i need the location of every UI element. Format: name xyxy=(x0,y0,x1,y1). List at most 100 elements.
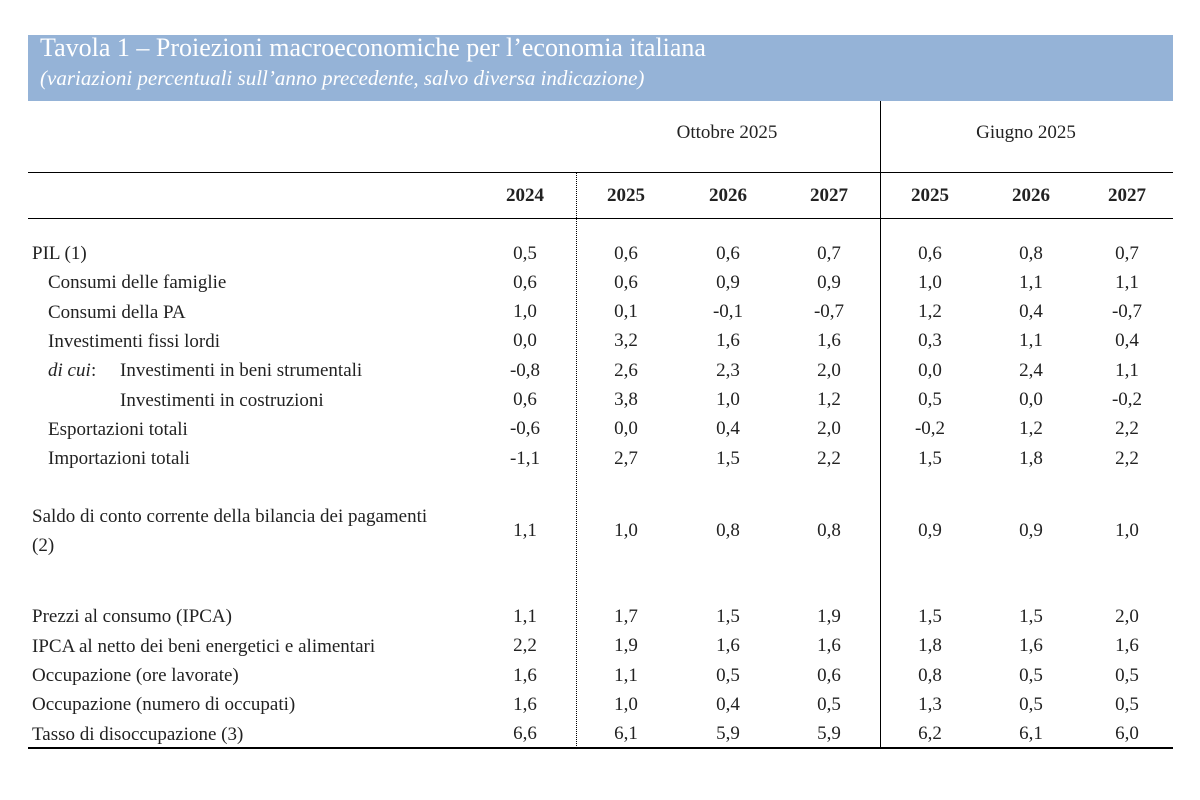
cell: 0,6 xyxy=(716,242,740,264)
cell: 1,0 xyxy=(513,301,537,323)
row-label: Consumi delle famiglie xyxy=(48,272,227,294)
cell: 0,6 xyxy=(513,389,537,410)
cell: 1,8 xyxy=(918,635,942,657)
cell: 0,5 xyxy=(817,693,841,715)
cell: 0,8 xyxy=(918,664,942,686)
cell: -0,7 xyxy=(813,301,845,323)
cell: 0,5 xyxy=(1115,693,1139,715)
row-prefix: di cui xyxy=(48,360,91,382)
cell: 0,9 xyxy=(716,271,740,293)
cell: -0,6 xyxy=(509,418,541,440)
cell: 1,9 xyxy=(817,605,841,627)
cell: -1,1 xyxy=(509,447,541,469)
cell: 0,0 xyxy=(614,418,638,440)
cell: 1,6 xyxy=(513,693,537,715)
group-header: Ottobre 2025 xyxy=(676,122,778,143)
cell: 0,5 xyxy=(1019,664,1043,686)
cell: 0,4 xyxy=(716,693,740,715)
cell: 1,6 xyxy=(716,635,740,657)
row-label: Occupazione (ore lavorate) xyxy=(32,665,239,686)
cell: 2,3 xyxy=(716,359,740,381)
cell: 2,6 xyxy=(614,359,638,381)
cell: 0,4 xyxy=(716,418,740,440)
cell: 1,0 xyxy=(614,520,638,542)
cell: 0,0 xyxy=(513,330,537,352)
row-label: Consumi della PA xyxy=(48,301,186,323)
cell: 0,6 xyxy=(614,242,638,264)
year-header: 2026 xyxy=(1012,185,1050,206)
cell: 1,6 xyxy=(1019,635,1043,657)
row-label: Saldo di conto corrente della bilancia d… xyxy=(32,506,428,557)
cell: 1,5 xyxy=(716,605,740,627)
header-band xyxy=(28,35,1173,101)
row-label: Importazioni totali xyxy=(48,448,190,470)
cell: 5,9 xyxy=(817,723,841,745)
cell: 0,0 xyxy=(918,359,942,381)
cell: 0,5 xyxy=(918,389,942,410)
cell: 0,6 xyxy=(918,242,942,264)
cell: 1,6 xyxy=(817,635,841,657)
cell: 1,3 xyxy=(918,693,942,715)
cell: 0,6 xyxy=(817,664,841,686)
divider xyxy=(880,101,881,748)
rule xyxy=(28,172,1173,173)
cell: 0,5 xyxy=(716,664,740,686)
cell: 0,6 xyxy=(513,271,537,293)
cell: 6,6 xyxy=(513,723,537,745)
cell: 0,6 xyxy=(614,271,638,293)
year-header: 2026 xyxy=(709,185,747,206)
divider xyxy=(576,172,577,748)
cell: 1,1 xyxy=(513,605,537,627)
cell: 1,2 xyxy=(817,389,841,410)
subtitle: (variazioni percentuali sull’anno preced… xyxy=(40,66,645,90)
year-header: 2025 xyxy=(911,185,949,206)
row-label: PIL (1) xyxy=(32,243,87,264)
rule xyxy=(28,218,1173,219)
cell: 1,2 xyxy=(918,301,942,323)
cell: 0,0 xyxy=(1019,389,1043,410)
cell: 1,1 xyxy=(1019,330,1043,352)
cell: 0,5 xyxy=(1019,693,1043,715)
cell: 1,5 xyxy=(918,605,942,627)
cell: 0,4 xyxy=(1115,330,1139,352)
year-header: 2024 xyxy=(506,185,544,206)
cell: 1,6 xyxy=(513,664,537,686)
row-label: Tasso di disoccupazione (3) xyxy=(32,723,244,745)
cell: 0,4 xyxy=(1019,301,1043,323)
colon: : xyxy=(91,360,97,382)
row-label: Esportazioni totali xyxy=(48,418,188,440)
row-label: IPCA al netto dei beni energetici e alim… xyxy=(32,635,376,657)
cell: 1,9 xyxy=(614,635,638,657)
cell: 2,0 xyxy=(1115,605,1139,627)
cell: 1,6 xyxy=(817,330,841,352)
cell: 1,6 xyxy=(716,330,740,352)
cell: 1,0 xyxy=(716,389,740,410)
cell: 2,2 xyxy=(1115,418,1139,440)
cell: 5,9 xyxy=(716,723,740,745)
cell: 6,2 xyxy=(918,723,942,745)
cell: 0,7 xyxy=(817,242,841,264)
cell: 1,6 xyxy=(1115,635,1139,657)
cell: -0,2 xyxy=(1111,389,1143,410)
row-label: Investimenti in beni strumentali xyxy=(120,360,363,382)
cell: 1,1 xyxy=(1019,271,1043,293)
rule xyxy=(28,747,1173,749)
cell: 6,1 xyxy=(1019,723,1043,745)
cell: -0,8 xyxy=(509,359,541,381)
row-label: Occupazione (numero di occupati) xyxy=(32,694,296,716)
cell: 3,2 xyxy=(614,330,638,352)
cell: 1,1 xyxy=(1115,271,1139,293)
cell: 1,1 xyxy=(614,664,638,686)
cell: 1,0 xyxy=(1115,520,1139,542)
cell: -0,2 xyxy=(914,418,946,440)
cell: 1,2 xyxy=(1019,418,1043,440)
cell: 2,0 xyxy=(817,359,841,381)
cell: 1,5 xyxy=(918,447,942,469)
cell: 0,8 xyxy=(716,520,740,542)
cell: 3,8 xyxy=(614,389,638,410)
cell: 1,5 xyxy=(1019,605,1043,627)
cell: 1,1 xyxy=(1115,359,1139,381)
cell: 0,3 xyxy=(918,330,942,352)
year-header: 2025 xyxy=(607,185,645,206)
cell: 0,8 xyxy=(1019,242,1043,264)
